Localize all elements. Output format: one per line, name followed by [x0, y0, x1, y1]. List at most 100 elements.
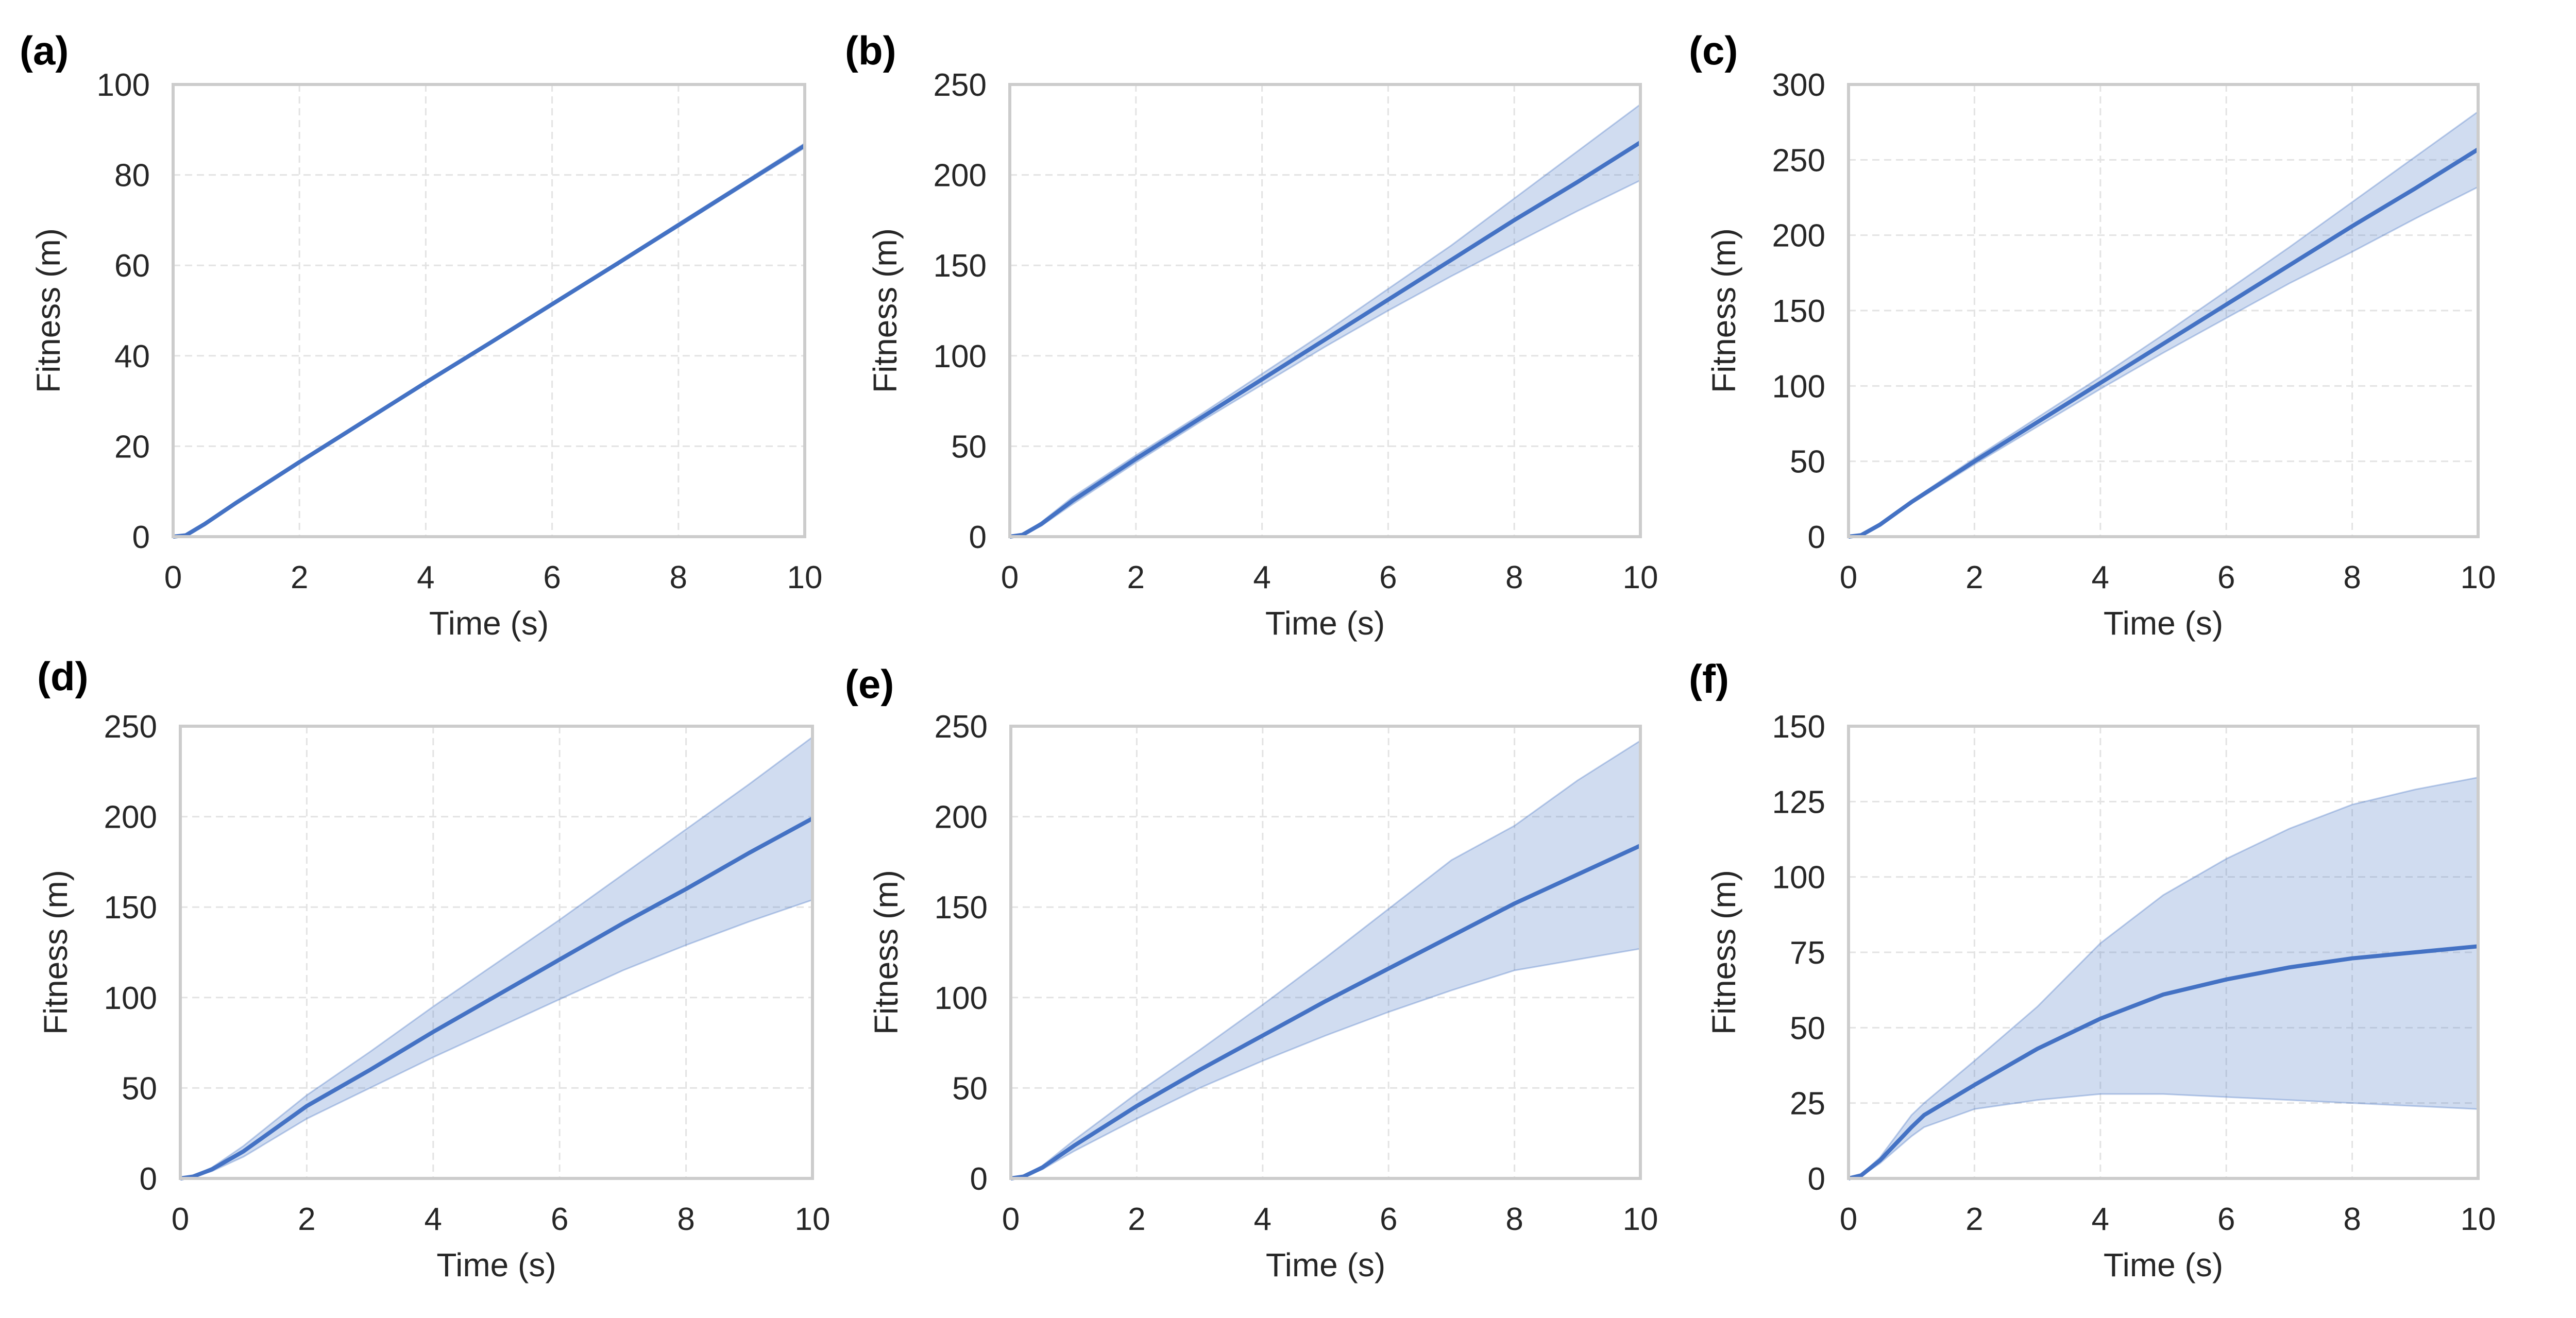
panel-label: (c) — [1689, 28, 1738, 73]
x-tick-label: 2 — [291, 560, 308, 595]
x-tick-label: 8 — [1505, 1202, 1523, 1237]
y-tick-label: 60 — [114, 248, 150, 284]
panel-label: (f) — [1689, 656, 1729, 701]
y-tick-label: 250 — [935, 709, 988, 745]
y-tick-label: 100 — [934, 339, 987, 374]
x-tick-label: 8 — [2343, 560, 2361, 595]
y-tick-label: 150 — [1772, 709, 1825, 745]
x-tick-label: 8 — [1505, 560, 1523, 595]
x-tick-label: 4 — [2092, 560, 2109, 595]
x-tick-label: 4 — [1254, 1202, 1272, 1237]
y-tick-label: 250 — [104, 709, 157, 745]
y-tick-label: 50 — [952, 1071, 988, 1106]
x-tick-label: 10 — [2461, 1202, 2496, 1237]
y-axis-label: Fitness (m) — [30, 228, 67, 393]
x-axis-label: Time (s) — [1265, 605, 1385, 642]
confidence-band — [1009, 102, 1641, 538]
y-tick-label: 0 — [970, 1161, 988, 1197]
confidence-band — [173, 142, 806, 538]
axes-frame — [1008, 83, 1642, 538]
x-tick-label: 10 — [1623, 1202, 1658, 1237]
x-tick-label: 4 — [2092, 1202, 2109, 1237]
confidence-band — [180, 735, 814, 1179]
x-tick-label: 2 — [1128, 1202, 1145, 1237]
y-tick-label: 80 — [114, 158, 150, 194]
y-axis-label: Fitness (m) — [1705, 870, 1742, 1035]
y-tick-label: 100 — [97, 67, 150, 103]
x-tick-label: 8 — [677, 1202, 694, 1237]
axes-frame — [1009, 725, 1642, 1180]
x-tick-label: 0 — [1840, 1202, 1857, 1237]
y-tick-label: 200 — [934, 158, 987, 194]
x-tick-label: 0 — [1002, 1202, 1020, 1237]
y-tick-label: 250 — [1772, 143, 1825, 178]
x-tick-label: 6 — [1380, 1202, 1397, 1237]
panel-label: (a) — [20, 28, 69, 73]
y-tick-label: 0 — [1808, 1161, 1825, 1197]
y-axis-label: Fitness (m) — [868, 870, 905, 1035]
mean-line — [173, 144, 806, 539]
x-tick-label: 2 — [298, 1202, 315, 1237]
x-axis-label: Time (s) — [436, 1246, 556, 1283]
axes-frame — [172, 83, 806, 538]
x-tick-label: 4 — [425, 1202, 442, 1237]
mean-line — [1848, 147, 2480, 539]
y-tick-label: 100 — [104, 981, 157, 1016]
x-axis-label: Time (s) — [2104, 1246, 2223, 1283]
y-tick-label: 200 — [1772, 218, 1825, 254]
x-tick-label: 2 — [1965, 560, 1983, 595]
y-tick-label: 125 — [1772, 784, 1825, 820]
axes-frame — [1847, 83, 2480, 538]
y-axis-label: Fitness (m) — [1705, 228, 1742, 393]
x-tick-label: 6 — [551, 1202, 568, 1237]
x-tick-label: 10 — [1623, 560, 1658, 595]
x-axis-label: Time (s) — [1266, 1246, 1385, 1283]
y-tick-label: 25 — [1790, 1086, 1825, 1122]
y-tick-label: 200 — [935, 800, 988, 835]
x-tick-label: 10 — [787, 560, 823, 595]
y-tick-label: 20 — [114, 429, 150, 465]
x-tick-label: 10 — [2461, 560, 2496, 595]
x-tick-label: 6 — [2217, 560, 2235, 595]
y-tick-label: 100 — [1772, 860, 1825, 896]
confidence-band — [1848, 110, 2479, 538]
y-tick-label: 0 — [132, 520, 150, 555]
x-tick-label: 4 — [1253, 560, 1270, 595]
x-tick-label: 0 — [1840, 560, 1857, 595]
x-tick-label: 2 — [1127, 560, 1145, 595]
x-axis-label: Time (s) — [2104, 605, 2223, 642]
y-axis-label: Fitness (m) — [867, 228, 904, 393]
x-tick-label: 6 — [2217, 1202, 2235, 1237]
y-tick-label: 50 — [1790, 1011, 1825, 1046]
x-tick-label: 10 — [795, 1202, 831, 1237]
y-tick-label: 40 — [114, 339, 150, 374]
panel-label: (d) — [37, 654, 89, 699]
x-tick-label: 0 — [1001, 560, 1019, 595]
y-tick-label: 100 — [1772, 369, 1825, 404]
x-tick-label: 6 — [1379, 560, 1397, 595]
y-tick-label: 150 — [1772, 294, 1825, 329]
x-tick-label: 8 — [670, 560, 687, 595]
x-tick-label: 0 — [172, 1202, 189, 1237]
x-tick-label: 8 — [2343, 1202, 2361, 1237]
x-axis-label: Time (s) — [429, 605, 549, 642]
x-tick-label: 4 — [417, 560, 434, 595]
y-axis-label: Fitness (m) — [37, 870, 74, 1035]
y-tick-label: 50 — [951, 429, 987, 465]
y-tick-label: 150 — [935, 890, 988, 926]
y-tick-label: 0 — [969, 520, 987, 555]
axes-frame — [1847, 725, 2480, 1180]
y-tick-label: 0 — [1808, 520, 1825, 555]
panel-label: (b) — [845, 28, 896, 73]
x-tick-label: 0 — [164, 560, 182, 595]
y-tick-label: 100 — [935, 981, 988, 1016]
mean-line — [1009, 141, 1642, 539]
y-tick-label: 75 — [1790, 935, 1825, 971]
x-tick-label: 2 — [1965, 1202, 1983, 1237]
